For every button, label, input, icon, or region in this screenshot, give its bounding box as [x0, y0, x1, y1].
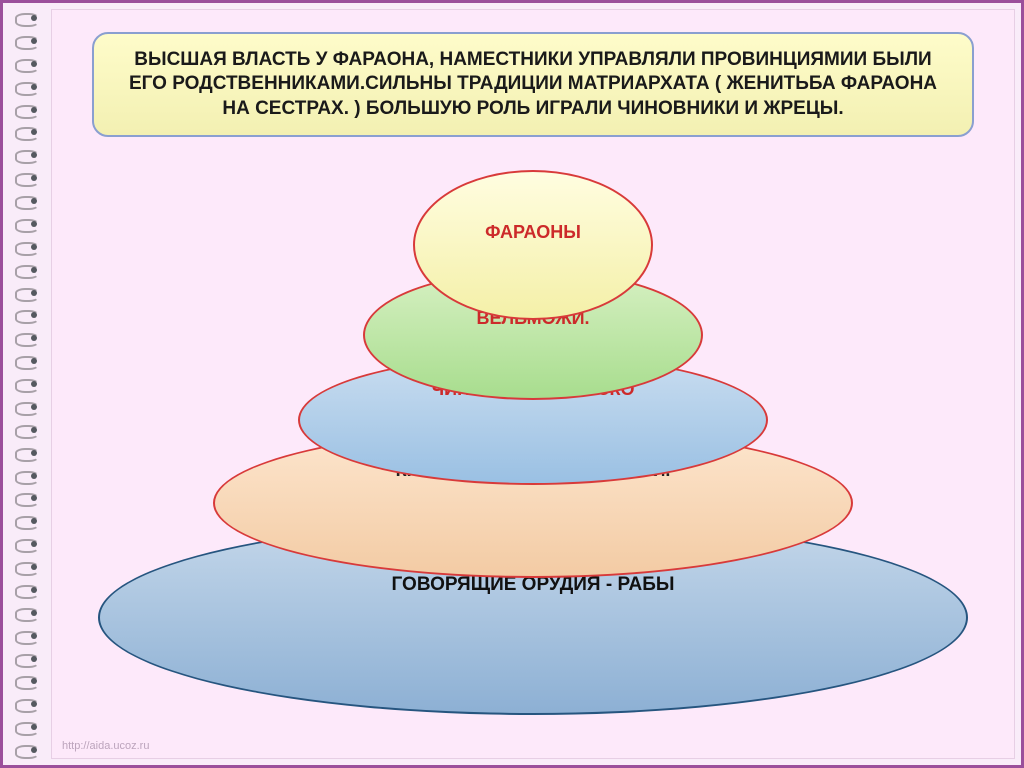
spiral-ring [13, 446, 41, 460]
spiral-ring [13, 697, 41, 711]
spiral-ring [13, 377, 41, 391]
spiral-ring [13, 400, 41, 414]
spiral-ring [13, 125, 41, 139]
spiral-ring [13, 57, 41, 71]
spiral-ring [13, 537, 41, 551]
header-text: ВЫСШАЯ ВЛАСТЬ У ФАРАОНА, НАМЕСТНИКИ УПРА… [129, 49, 937, 119]
spiral-ring [13, 583, 41, 597]
spiral-ring [13, 629, 41, 643]
spiral-ring [13, 240, 41, 254]
spiral-ring [13, 34, 41, 48]
spiral-ring [13, 469, 41, 483]
outer-border: ВЫСШАЯ ВЛАСТЬ У ФАРАОНА, НАМЕСТНИКИ УПРА… [0, 0, 1024, 768]
spiral-ring [13, 354, 41, 368]
spiral-ring [13, 720, 41, 734]
spiral-ring [13, 148, 41, 162]
spiral-ring [13, 103, 41, 117]
header-box: ВЫСШАЯ ВЛАСТЬ У ФАРАОНА, НАМЕСТНИКИ УПРА… [92, 32, 974, 137]
spiral-ring [13, 560, 41, 574]
spiral-ring [13, 217, 41, 231]
spiral-ring [13, 194, 41, 208]
spiral-ring [13, 171, 41, 185]
spiral-ring [13, 743, 41, 757]
page: ВЫСШАЯ ВЛАСТЬ У ФАРАОНА, НАМЕСТНИКИ УПРА… [51, 9, 1015, 759]
spiral-ring [13, 308, 41, 322]
spiral-ring [13, 652, 41, 666]
spiral-ring [13, 674, 41, 688]
watermark: http://aida.ucoz.ru [62, 740, 149, 752]
pyramid-stack: ГОВОРЯЩИЕ ОРУДИЯ - РАБЫКРЕСТЬЯНЕ, РЕМЕСЛ… [52, 170, 1014, 746]
spiral-ring [13, 11, 41, 25]
spiral-ring [13, 491, 41, 505]
spiral-ring [13, 514, 41, 528]
pyramid-layer-label: ФАРАОНЫ [485, 222, 581, 244]
spiral-binding [13, 11, 45, 757]
spiral-ring [13, 286, 41, 300]
spiral-ring [13, 331, 41, 345]
spiral-ring [13, 423, 41, 437]
pyramid-layer: ФАРАОНЫ [413, 170, 653, 320]
spiral-ring [13, 263, 41, 277]
spiral-ring [13, 80, 41, 94]
spiral-ring [13, 606, 41, 620]
